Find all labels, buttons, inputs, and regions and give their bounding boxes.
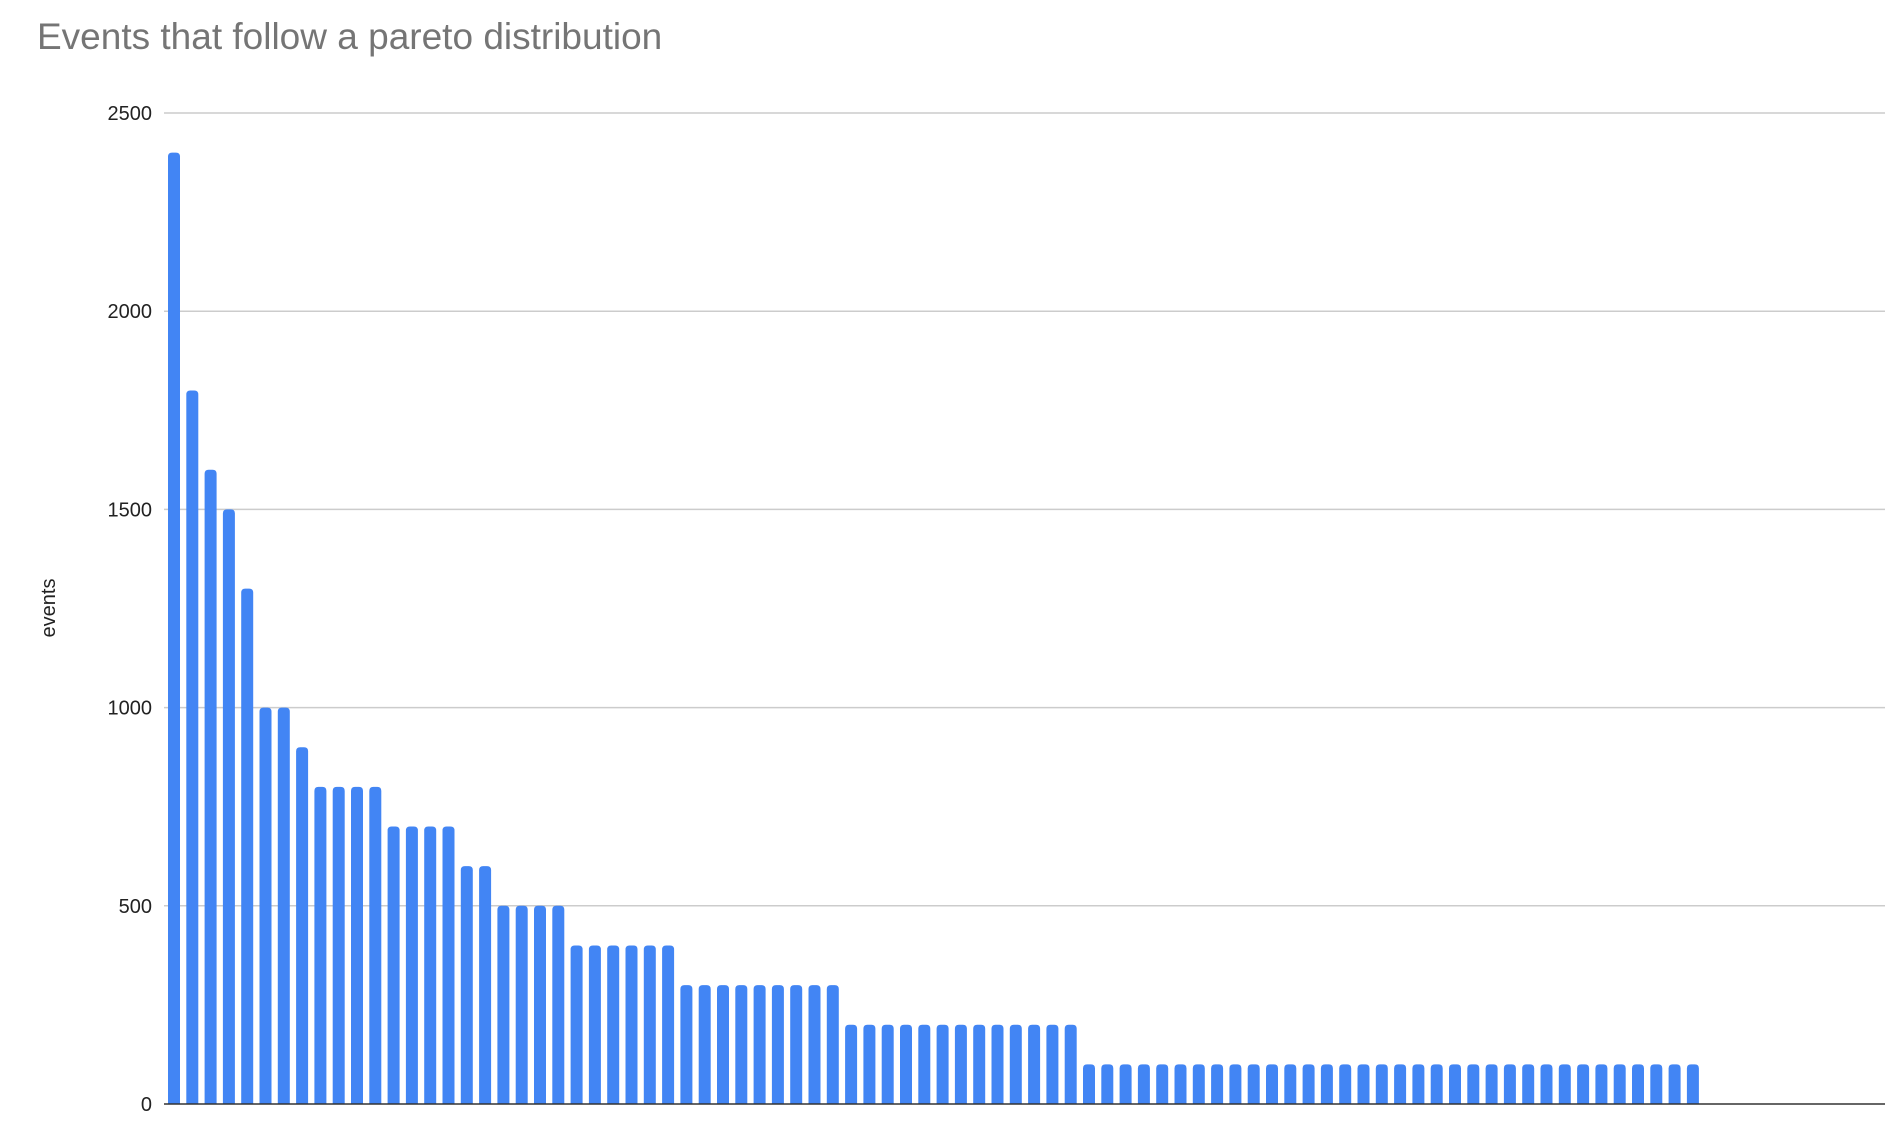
bar (991, 1024, 1004, 1104)
bar (296, 747, 309, 1104)
bar (314, 786, 327, 1104)
bar (826, 985, 839, 1104)
bar (1595, 1064, 1608, 1104)
bar (1028, 1024, 1041, 1104)
bar (570, 945, 583, 1104)
bar (771, 985, 784, 1104)
y-tick-label: 1000 (108, 698, 153, 720)
bar (552, 905, 565, 1104)
bar (1137, 1064, 1150, 1104)
bar (1540, 1064, 1553, 1104)
bar (918, 1024, 931, 1104)
bar (662, 945, 675, 1104)
bar (1632, 1064, 1644, 1104)
bar (625, 945, 638, 1104)
bar (607, 945, 620, 1104)
bar (1357, 1064, 1370, 1104)
bar (698, 985, 711, 1104)
bar (1686, 1064, 1699, 1104)
bar (1119, 1064, 1132, 1104)
bar (735, 985, 748, 1104)
bar (222, 509, 235, 1104)
y-tick-label: 2000 (108, 301, 153, 323)
bar (241, 588, 254, 1104)
bar (643, 945, 656, 1104)
bar (1009, 1024, 1022, 1104)
bar (405, 826, 418, 1104)
bar (680, 985, 693, 1104)
y-tick-label: 2500 (108, 103, 153, 125)
bar (1284, 1064, 1297, 1104)
bar (1192, 1064, 1205, 1104)
bar (515, 905, 528, 1104)
bar (168, 152, 180, 1104)
bar (1266, 1064, 1278, 1104)
bar (1046, 1024, 1059, 1104)
bar (1613, 1064, 1626, 1104)
bar (900, 1024, 912, 1104)
bar (259, 707, 272, 1104)
bar (186, 390, 199, 1105)
bar (277, 707, 290, 1104)
bar (1320, 1064, 1333, 1104)
y-tick-label: 1500 (108, 499, 153, 521)
bar (351, 786, 363, 1104)
bar (1558, 1064, 1571, 1104)
bar (1485, 1064, 1498, 1104)
bar (387, 826, 400, 1104)
bar (442, 826, 455, 1104)
bar (204, 469, 217, 1104)
bar (881, 1024, 894, 1104)
bar (332, 786, 345, 1104)
bar (808, 985, 821, 1104)
bar (1174, 1064, 1187, 1104)
bar (1101, 1064, 1114, 1104)
bar (1229, 1064, 1242, 1104)
bar (1668, 1064, 1681, 1104)
bar (845, 1024, 858, 1104)
bar (1156, 1064, 1169, 1104)
bar (1339, 1064, 1352, 1104)
bar (753, 985, 766, 1104)
bar (973, 1024, 986, 1104)
bar (1302, 1064, 1315, 1104)
bar (1650, 1064, 1663, 1104)
bar (588, 945, 601, 1104)
bar (1577, 1064, 1590, 1104)
bar (1449, 1064, 1461, 1104)
bar (1064, 1024, 1077, 1104)
bar (1467, 1064, 1480, 1104)
chart-title: Events that follow a pareto distribution (37, 16, 663, 57)
bar (1430, 1064, 1443, 1104)
bar (1394, 1064, 1407, 1104)
bar (1412, 1064, 1425, 1104)
bar (1503, 1064, 1516, 1104)
bar (1247, 1064, 1260, 1104)
bar (497, 905, 510, 1104)
bar (1375, 1064, 1388, 1104)
y-tick-label: 500 (119, 896, 152, 918)
bar (534, 905, 546, 1104)
bar (863, 1024, 876, 1104)
bar (717, 985, 729, 1104)
bar (790, 985, 803, 1104)
bar (1522, 1064, 1535, 1104)
bar (369, 786, 382, 1104)
bar (479, 866, 492, 1104)
bar (1211, 1064, 1224, 1104)
bar (1083, 1064, 1095, 1104)
y-tick-label: 0 (141, 1094, 152, 1116)
bar (954, 1024, 967, 1104)
bar (936, 1024, 949, 1104)
y-axis-label: events (38, 579, 60, 638)
bar (424, 826, 437, 1104)
bar (460, 866, 473, 1104)
